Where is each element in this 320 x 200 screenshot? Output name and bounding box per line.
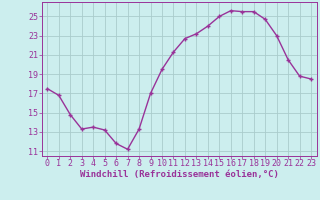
X-axis label: Windchill (Refroidissement éolien,°C): Windchill (Refroidissement éolien,°C) (80, 170, 279, 179)
